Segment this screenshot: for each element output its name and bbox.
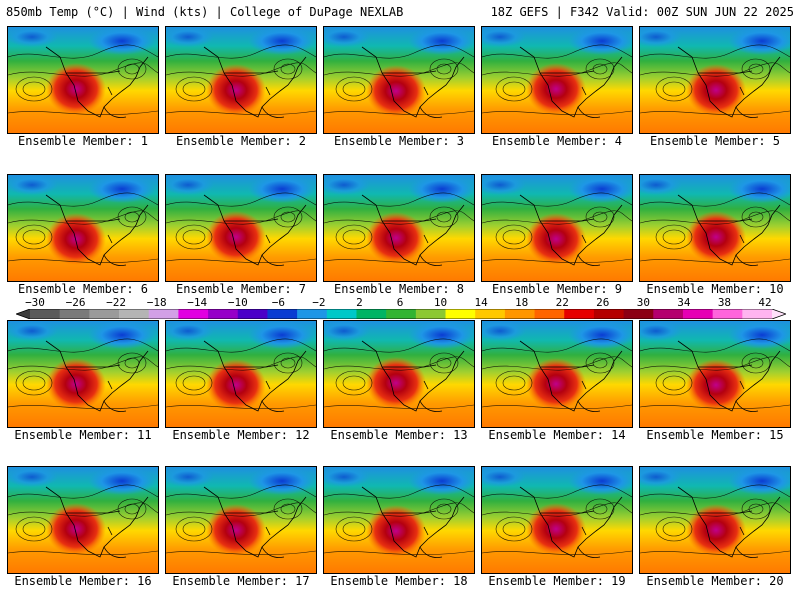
ensemble-member-label: Ensemble Member: 15 [646,428,784,442]
ensemble-member-label: Ensemble Member: 6 [17,282,149,296]
colorbar-tick-label: 42 [758,296,772,309]
ensemble-member-map [7,320,159,428]
ensemble-member-map [165,466,317,574]
colorbar-swatch [59,309,90,319]
map-header: 850mb Temp (°C) | Wind (kts) | College o… [0,0,800,24]
ensemble-member-label: Ensemble Member: 2 [175,134,307,148]
colorbar-tick-label: 2 [356,296,363,309]
colorbar-swatch [504,309,536,319]
ensemble-member-map [481,26,633,134]
colorbar-tick-label: 38 [717,296,732,309]
colorbar-swatch [445,309,476,319]
colorbar-swatch [564,309,595,319]
ensemble-member-label: Ensemble Member: 16 [14,574,152,588]
colorbar-tick-label: −26 [65,296,86,309]
colorbar-swatch [208,309,239,319]
ensemble-member-label: Ensemble Member: 8 [333,282,465,296]
colorbar-swatch [653,309,684,319]
colorbar-swatch [386,309,417,319]
ensemble-member-map [481,466,633,574]
ensemble-member-label: Ensemble Member: 4 [491,134,623,148]
colorbar-swatch [593,309,625,319]
ensemble-member-map [165,320,317,428]
colorbar-swatch [178,309,209,319]
ensemble-member-map [7,466,159,574]
ensemble-member-label: Ensemble Member: 12 [172,428,310,442]
colorbar-tick-label: −2 [312,296,326,309]
ensemble-member-map [7,26,159,134]
ensemble-member-map [323,320,475,428]
ensemble-member-label: Ensemble Member: 11 [14,428,152,442]
colorbar-swatch [623,309,654,319]
colorbar-swatch [148,309,179,319]
colorbar-high-arrow [772,309,786,319]
colorbar-swatch [267,309,298,319]
ensemble-member-label: Ensemble Member: 14 [488,428,626,442]
ensemble-member-map [323,466,475,574]
colorbar-tick-label: −14 [187,296,208,309]
ensemble-member-map [165,26,317,134]
colorbar-swatch [356,309,387,319]
ensemble-member-map [639,26,791,134]
colorbar-tick-label: 34 [677,296,691,309]
colorbar-swatch [475,309,506,319]
colorbar-low-arrow [16,309,30,319]
colorbar-swatch [712,309,743,319]
colorbar-swatch [742,309,773,319]
colorbar-tick-label: 14 [474,296,488,309]
ensemble-member-label: Ensemble Member: 1 [17,134,149,148]
ensemble-member-label: Ensemble Member: 19 [488,574,626,588]
colorbar-tick-label: −10 [227,296,248,309]
colorbar-swatch [237,309,268,319]
colorbar-tick-label: −6 [271,296,285,309]
ensemble-member-map [481,320,633,428]
ensemble-member-map [639,320,791,428]
ensemble-member-label: Ensemble Member: 3 [333,134,465,148]
ensemble-member-map [481,174,633,282]
ensemble-member-label: Ensemble Member: 5 [649,134,781,148]
ensemble-member-map [639,466,791,574]
colorbar-tick-label: −22 [106,296,127,309]
temperature-colorbar [16,309,786,319]
colorbar-ticks: −30 −26 −22 −18 −14 −10 −6 −2 2 6 10 14 18 22 26 30 34 38… [0,296,800,309]
colorbar-swatch [119,309,150,319]
colorbar-tick-label: 10 [433,296,448,309]
colorbar-swatch [89,309,120,319]
colorbar-swatch [297,309,328,319]
ensemble-member-label: Ensemble Member: 13 [330,428,468,442]
ensemble-member-map [323,174,475,282]
colorbar-tick-label: 6 [396,296,404,309]
product-title: 850mb Temp (°C) | Wind (kts) | College o… [6,5,404,19]
ensemble-member-label: Ensemble Member: 20 [646,574,784,588]
colorbar-tick-label: −30 [25,296,45,309]
colorbar-swatch [30,309,61,319]
colorbar-tick-label: 26 [596,296,610,309]
ensemble-member-label: Ensemble Member: 7 [175,282,307,296]
colorbar-tick-label: 18 [515,296,529,309]
ensemble-member-map [323,26,475,134]
ensemble-member-label: Ensemble Member: 17 [172,574,310,588]
colorbar-swatch [682,309,714,319]
ensemble-member-map [639,174,791,282]
colorbar-tick-label: −18 [146,296,167,309]
colorbar-tick-label: 22 [555,296,569,309]
ensemble-member-map [7,174,159,282]
colorbar-swatch [415,309,447,319]
ensemble-member-label: Ensemble Member: 9 [491,282,623,296]
ensemble-member-label: Ensemble Member: 10 [646,282,784,296]
colorbar-tick-label: 30 [636,296,650,309]
colorbar-swatch [534,309,565,319]
run-valid-time: 18Z GEFS | F342 Valid: 00Z SUN JUN 22 20… [490,5,794,19]
colorbar-swatch [326,309,357,319]
ensemble-member-label: Ensemble Member: 18 [330,574,468,588]
ensemble-member-map [165,174,317,282]
